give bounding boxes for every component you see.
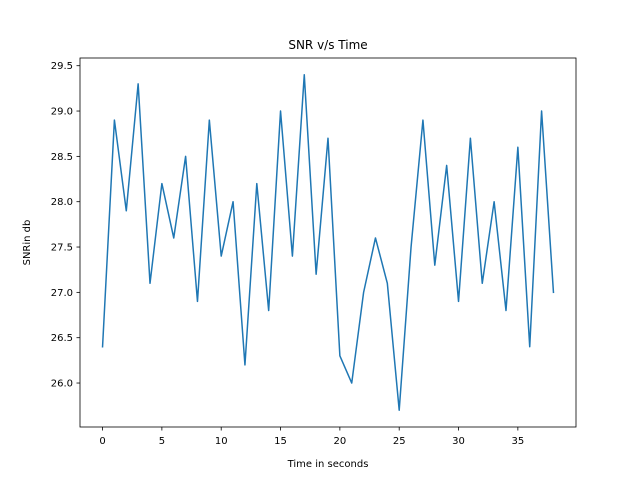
x-tick-label: 35 <box>511 436 524 447</box>
x-tick-label: 10 <box>215 436 228 447</box>
x-axis-ticks: 0 5 10 15 20 25 30 35 <box>99 427 524 447</box>
y-tick-label: 27.0 <box>51 288 73 299</box>
y-tick-label: 29.0 <box>51 107 73 118</box>
x-axis-label: Time in seconds <box>287 459 369 470</box>
x-tick-label: 25 <box>393 436 406 447</box>
y-tick-label: 27.5 <box>51 243 73 254</box>
y-tick-label: 26.5 <box>51 333 73 344</box>
y-tick-label: 28.5 <box>51 152 73 163</box>
x-tick-label: 5 <box>159 436 165 447</box>
y-axis-label: SNRin db <box>22 220 33 266</box>
y-tick-label: 26.0 <box>51 379 73 390</box>
x-tick-label: 30 <box>452 436 465 447</box>
y-tick-label: 29.5 <box>51 61 73 72</box>
chart-title: SNR v/s Time <box>288 38 367 52</box>
x-tick-label: 20 <box>333 436 346 447</box>
x-tick-label: 15 <box>274 436 287 447</box>
y-axis-ticks: 26.0 26.5 27.0 27.5 28.0 28.5 29.0 29.5 <box>51 61 80 390</box>
series-line <box>101 74 555 411</box>
x-tick-label: 0 <box>99 436 105 447</box>
y-tick-label: 28.0 <box>51 197 73 208</box>
axes-frame <box>79 57 577 428</box>
